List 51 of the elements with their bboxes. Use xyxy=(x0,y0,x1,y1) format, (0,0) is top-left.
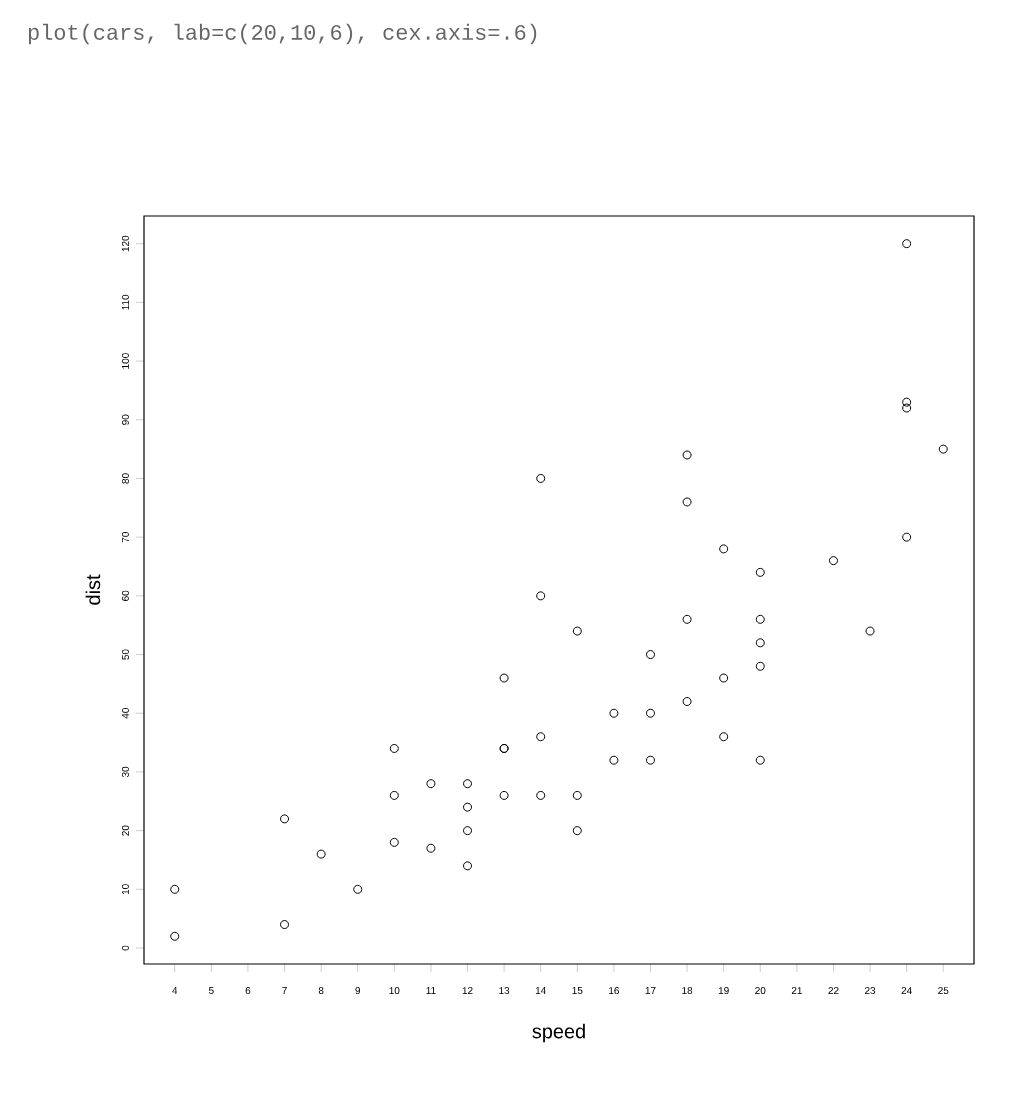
point xyxy=(463,861,473,871)
point xyxy=(463,779,473,789)
point xyxy=(426,779,436,789)
point xyxy=(755,755,765,765)
point xyxy=(463,802,473,812)
point xyxy=(902,532,912,542)
x-axis-title: speed xyxy=(532,1023,585,1043)
point xyxy=(389,837,399,847)
point xyxy=(499,790,509,800)
point xyxy=(755,614,765,624)
point xyxy=(536,790,546,800)
point xyxy=(280,814,290,824)
point xyxy=(865,626,875,636)
point xyxy=(389,743,399,753)
point xyxy=(902,403,912,413)
point xyxy=(902,397,912,407)
point xyxy=(828,556,838,566)
point xyxy=(645,708,655,718)
point xyxy=(389,790,399,800)
point xyxy=(682,497,692,507)
point xyxy=(170,884,180,894)
point xyxy=(938,444,948,454)
point xyxy=(755,567,765,577)
point xyxy=(682,450,692,460)
point xyxy=(755,661,765,671)
point xyxy=(536,473,546,483)
point xyxy=(902,239,912,249)
point xyxy=(572,790,582,800)
point xyxy=(682,614,692,624)
point xyxy=(719,732,729,742)
point xyxy=(426,843,436,853)
point xyxy=(682,697,692,706)
y-axis-title: dist xyxy=(85,574,101,605)
point xyxy=(572,626,582,636)
point xyxy=(536,591,546,601)
point xyxy=(719,544,729,554)
point xyxy=(463,826,473,836)
point xyxy=(572,826,582,836)
point xyxy=(609,755,619,765)
point xyxy=(719,673,729,683)
chart-title: plot(cars, lab=c(20,10,6), cex.axis=.6) xyxy=(28,23,537,45)
point xyxy=(645,650,655,660)
point xyxy=(499,673,509,683)
point xyxy=(609,708,619,718)
point xyxy=(536,732,546,742)
point xyxy=(755,638,765,648)
point xyxy=(316,849,326,859)
point xyxy=(170,931,180,941)
point xyxy=(280,920,290,930)
point xyxy=(353,884,363,894)
point xyxy=(645,755,655,765)
